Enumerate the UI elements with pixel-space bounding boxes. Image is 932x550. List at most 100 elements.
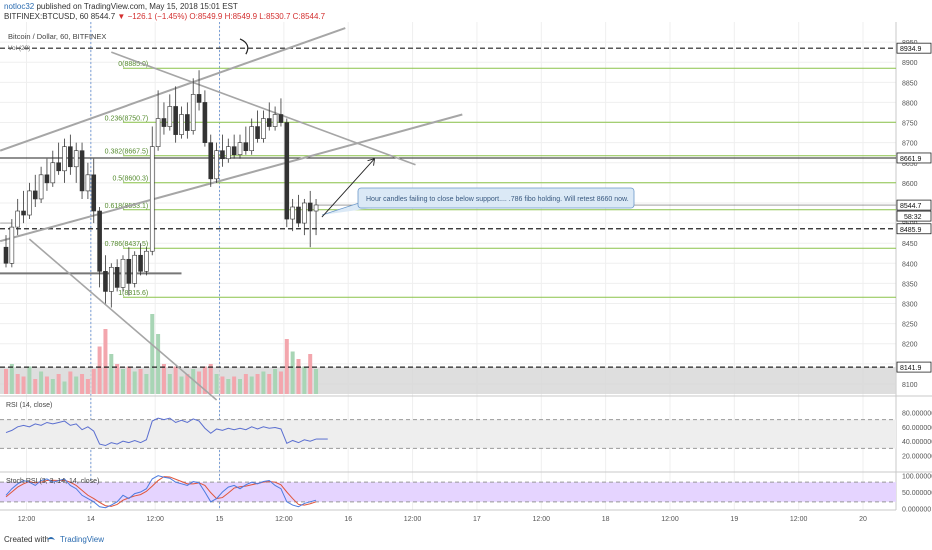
candle-body — [114, 267, 120, 288]
price-axis[interactable]: 8100815082008250830083508400845085008550… — [896, 40, 932, 513]
volume-bar — [191, 369, 196, 394]
candle-body — [21, 210, 26, 216]
volume-bar — [121, 369, 125, 394]
volume-bar — [144, 374, 149, 394]
tradingview-logo-icon — [47, 537, 55, 540]
marker-path — [239, 38, 249, 55]
price-label: 8661.9 — [900, 156, 922, 163]
x-tick-label: 20 — [859, 516, 867, 523]
down-arrow-icon: ▼ — [117, 12, 126, 21]
x-tick-label: 18 — [602, 516, 610, 523]
trend-line — [0, 27, 346, 152]
volume-bar — [243, 374, 248, 394]
rsi-tick-label: 40.000000 — [902, 439, 932, 446]
candle-body — [284, 122, 290, 220]
volume-bar — [56, 374, 61, 394]
volume-bar — [208, 364, 213, 394]
y-tick-label: 8300 — [902, 302, 918, 309]
volume-bar — [296, 359, 301, 394]
volume-bar — [91, 369, 96, 394]
candle-body — [85, 174, 91, 192]
volume-bar — [261, 371, 266, 394]
volume-bar — [62, 381, 67, 394]
volume-bar — [115, 364, 120, 394]
candle-body — [103, 271, 108, 292]
candle-body — [38, 174, 44, 200]
candle-body — [155, 118, 161, 147]
volume-bar — [80, 374, 85, 394]
candle-body — [208, 142, 214, 180]
candle-body — [278, 114, 284, 123]
time-axis[interactable]: 12:00 14 12:00 15 12:00 16 12:00 17 12:00 18 12:00… — [18, 516, 867, 523]
chart-canvas[interactable]: 0(8885.0) 0.236(8750.7) 0.382(8667.5) 0.5(8… — [0, 22, 932, 530]
volume-bars — [0, 314, 896, 394]
stoch-tick-label: 100.000000 — [902, 474, 932, 481]
candle-body — [91, 174, 97, 212]
volume-bar — [173, 366, 178, 394]
fib-level-label: 0.382(8667.5) — [105, 149, 149, 156]
stoch-k-line — [5, 475, 317, 509]
stoch-label: Stoch RSI (3, 3, 14, 14, close) — [6, 478, 99, 485]
candle-body — [190, 94, 196, 131]
volume-bar — [185, 374, 190, 394]
volume-bar — [255, 374, 260, 394]
y-tick-label: 8650 — [902, 161, 918, 168]
candle-body — [243, 142, 249, 151]
symbol-info: BITFINEX:BTCUSD, 60 8544.7 ▼ −126.1 (−1.… — [4, 12, 325, 21]
y-tick-label: 8400 — [902, 261, 918, 268]
candle-body — [56, 162, 61, 172]
volume-bar — [138, 369, 143, 394]
tradingview-link[interactable]: TradingView — [60, 535, 105, 544]
annotation-text: Hour candles failing to close below supp… — [366, 196, 629, 203]
candle-body — [3, 246, 9, 264]
price-label-box — [896, 152, 932, 164]
volume-bar — [284, 339, 289, 394]
stoch-tick-label: 0.000000 — [902, 506, 931, 513]
volume-shade — [0, 367, 896, 394]
volume-bar — [44, 376, 49, 394]
y-tick-label: 8350 — [902, 281, 918, 288]
candle-body — [173, 106, 178, 135]
fib-level-label: 0.5(8600.3) — [112, 176, 148, 183]
created-with-text: Created with — [4, 535, 49, 544]
y-tick-label: 8850 — [902, 80, 918, 87]
countdown-label: 58:32 — [904, 214, 922, 221]
trend-line — [111, 51, 416, 166]
candle-body — [44, 174, 50, 184]
annotation[interactable]: Hour candles failing to close below supp… — [321, 158, 635, 218]
volume-bar — [68, 371, 73, 394]
author-link[interactable]: notloc32 — [4, 2, 35, 11]
candle-body — [15, 210, 20, 228]
candle-body — [68, 146, 73, 168]
x-tick-label: 12:00 — [533, 516, 551, 523]
price-label: 8934.9 — [900, 46, 922, 53]
rsi-tick-label: 20.000000 — [902, 454, 932, 461]
high-value: H:8549.9 — [224, 12, 258, 21]
candle-body — [302, 202, 307, 224]
candle-body — [132, 254, 137, 284]
candle-body — [9, 226, 15, 264]
volume-bar — [267, 374, 272, 394]
volume-bar — [97, 346, 102, 394]
annotation-box — [357, 187, 635, 209]
x-tick-label: 12:00 — [146, 516, 164, 523]
panes — [0, 22, 932, 511]
volume-bar — [21, 376, 26, 394]
fib-retracement[interactable]: 0(8885.0) 0.236(8750.7) 0.382(8667.5) 0.5(8… — [105, 61, 896, 298]
volume-bar — [179, 376, 184, 394]
volume-bar — [273, 369, 278, 394]
volume-bar — [103, 329, 108, 394]
candle-body — [149, 146, 155, 252]
x-tick-label: 15 — [216, 516, 224, 523]
volume-bar — [302, 366, 307, 394]
fib-level-label: 1(8315.6) — [118, 290, 148, 297]
rsi-label: RSI (14, close) — [6, 402, 52, 409]
fib-level-label: 0.786(8437.5) — [105, 241, 149, 248]
rsi-tick-label: 80.000000 — [902, 410, 932, 417]
close-value: C:8544.7 — [292, 12, 326, 21]
candle-body — [126, 258, 132, 284]
volume-label: Vol (20) — [8, 45, 30, 52]
chart-header: notloc32 published on TradingView.com, M… — [0, 0, 932, 22]
publish-info: notloc32 published on TradingView.com, M… — [4, 2, 238, 11]
candle-body — [296, 206, 301, 224]
